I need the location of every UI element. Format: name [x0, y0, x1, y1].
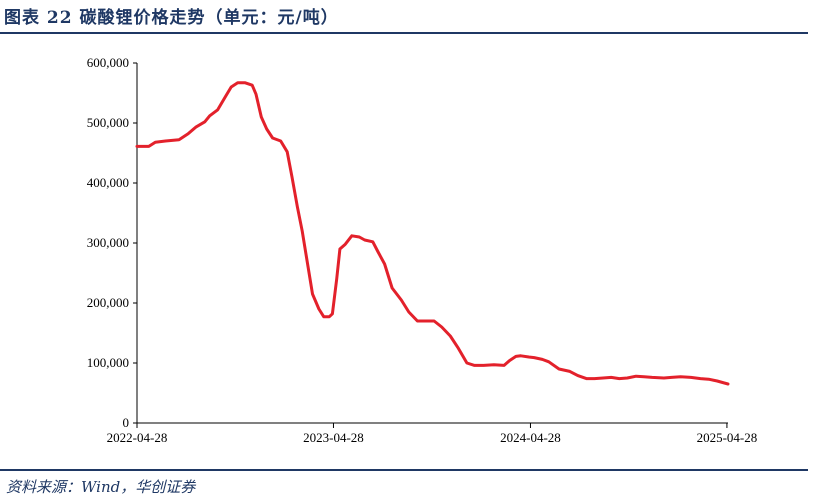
- price-series-line: [135, 81, 730, 386]
- y-tick-label: 600,000: [87, 55, 129, 70]
- x-tick-label: 2025-04-28: [697, 430, 758, 445]
- y-tick-label: 0: [123, 415, 130, 430]
- x-tick-label: 2023-04-28: [303, 430, 364, 445]
- y-tick-label: 400,000: [87, 175, 129, 190]
- chart-axes: [136, 63, 728, 424]
- y-tick-label: 500,000: [87, 115, 129, 130]
- x-tick-label: 2024-04-28: [500, 430, 561, 445]
- chart-ticks: 0 100,000 200,000 300,000 400,000 500,000 600,…: [87, 55, 758, 445]
- figure-title: 图表 22 碳酸锂价格走势（单元：元/吨）: [4, 8, 339, 28]
- y-tick-label: 100,000: [87, 355, 129, 370]
- x-tick-label: 2022-04-28: [107, 430, 168, 445]
- source-rule: [0, 469, 808, 471]
- y-tick-label: 300,000: [87, 235, 129, 250]
- source-note: 资料来源：Wind，华创证券: [6, 478, 196, 496]
- y-tick-label: 200,000: [87, 295, 129, 310]
- chart-plot-area: [135, 81, 730, 386]
- title-rule: [0, 32, 808, 34]
